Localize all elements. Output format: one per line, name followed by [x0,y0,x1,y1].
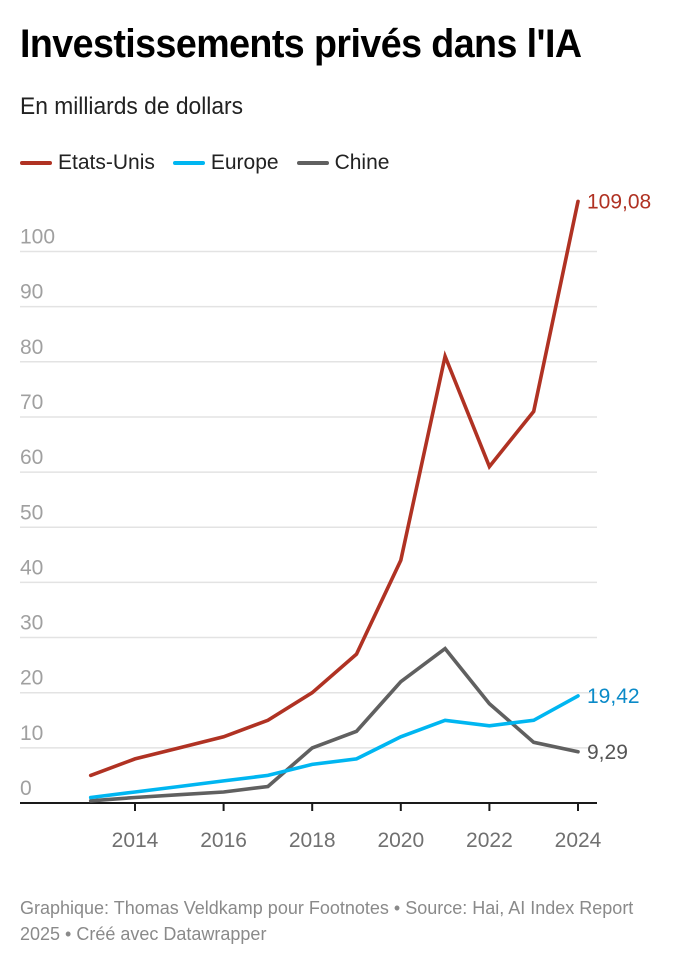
series-lines [88,199,580,803]
legend-label: Etats-Unis [58,151,155,174]
legend-label: Europe [210,151,279,174]
legend-swatch [296,161,329,165]
y-tick-label: 90 [20,281,43,304]
legend-swatch [20,161,52,165]
series-line-europe [88,694,580,800]
y-tick-label: 20 [20,667,43,690]
x-tick-label: 2020 [377,829,424,852]
y-tick-label: 80 [20,336,43,359]
x-tick-label: 2016 [200,829,247,852]
end-label-chine: 9,29 [587,741,628,764]
chart-title: Investissements privés dans l'IA [20,22,582,66]
x-tick-label: 2024 [555,829,602,852]
x-axis: 2014 2016 2018 2020 2022 2024 [20,802,602,852]
x-tick-label: 2022 [466,829,513,852]
x-tick-label: 2014 [112,829,159,852]
y-tick-label: 50 [20,501,43,524]
legend-label: Chine [334,151,390,174]
legend-item-etats-unis: Etats-Unis [20,151,155,175]
y-tick-label: 70 [20,391,43,414]
series-line-etats-unis [88,199,580,778]
y-tick-label: 60 [20,446,43,469]
end-labels: 109,08 19,42 9,29 [587,190,651,763]
end-label-etats-unis: 109,08 [587,190,651,213]
y-tick-label: 30 [20,612,43,635]
legend-swatch [172,161,205,165]
end-label-europe: 19,42 [587,685,640,708]
legend: Etats-Unis Europe Chine [20,151,407,175]
y-tick-label: 40 [20,556,43,579]
footer-credit: Graphique: Thomas Veldkamp pour Footnote… [20,898,634,944]
y-axis-ticks: 0 10 20 30 40 50 60 70 80 90 100 [20,226,55,801]
series-line-chine [88,646,580,803]
legend-item-europe: Europe [172,151,279,175]
y-tick-label: 100 [20,226,55,249]
legend-item-chine: Chine [296,151,390,175]
y-tick-label: 0 [20,777,32,800]
gridlines [20,250,597,749]
chart-subtitle: En milliards de dollars [20,93,244,120]
y-tick-label: 10 [20,722,43,745]
x-tick-label: 2018 [289,829,336,852]
